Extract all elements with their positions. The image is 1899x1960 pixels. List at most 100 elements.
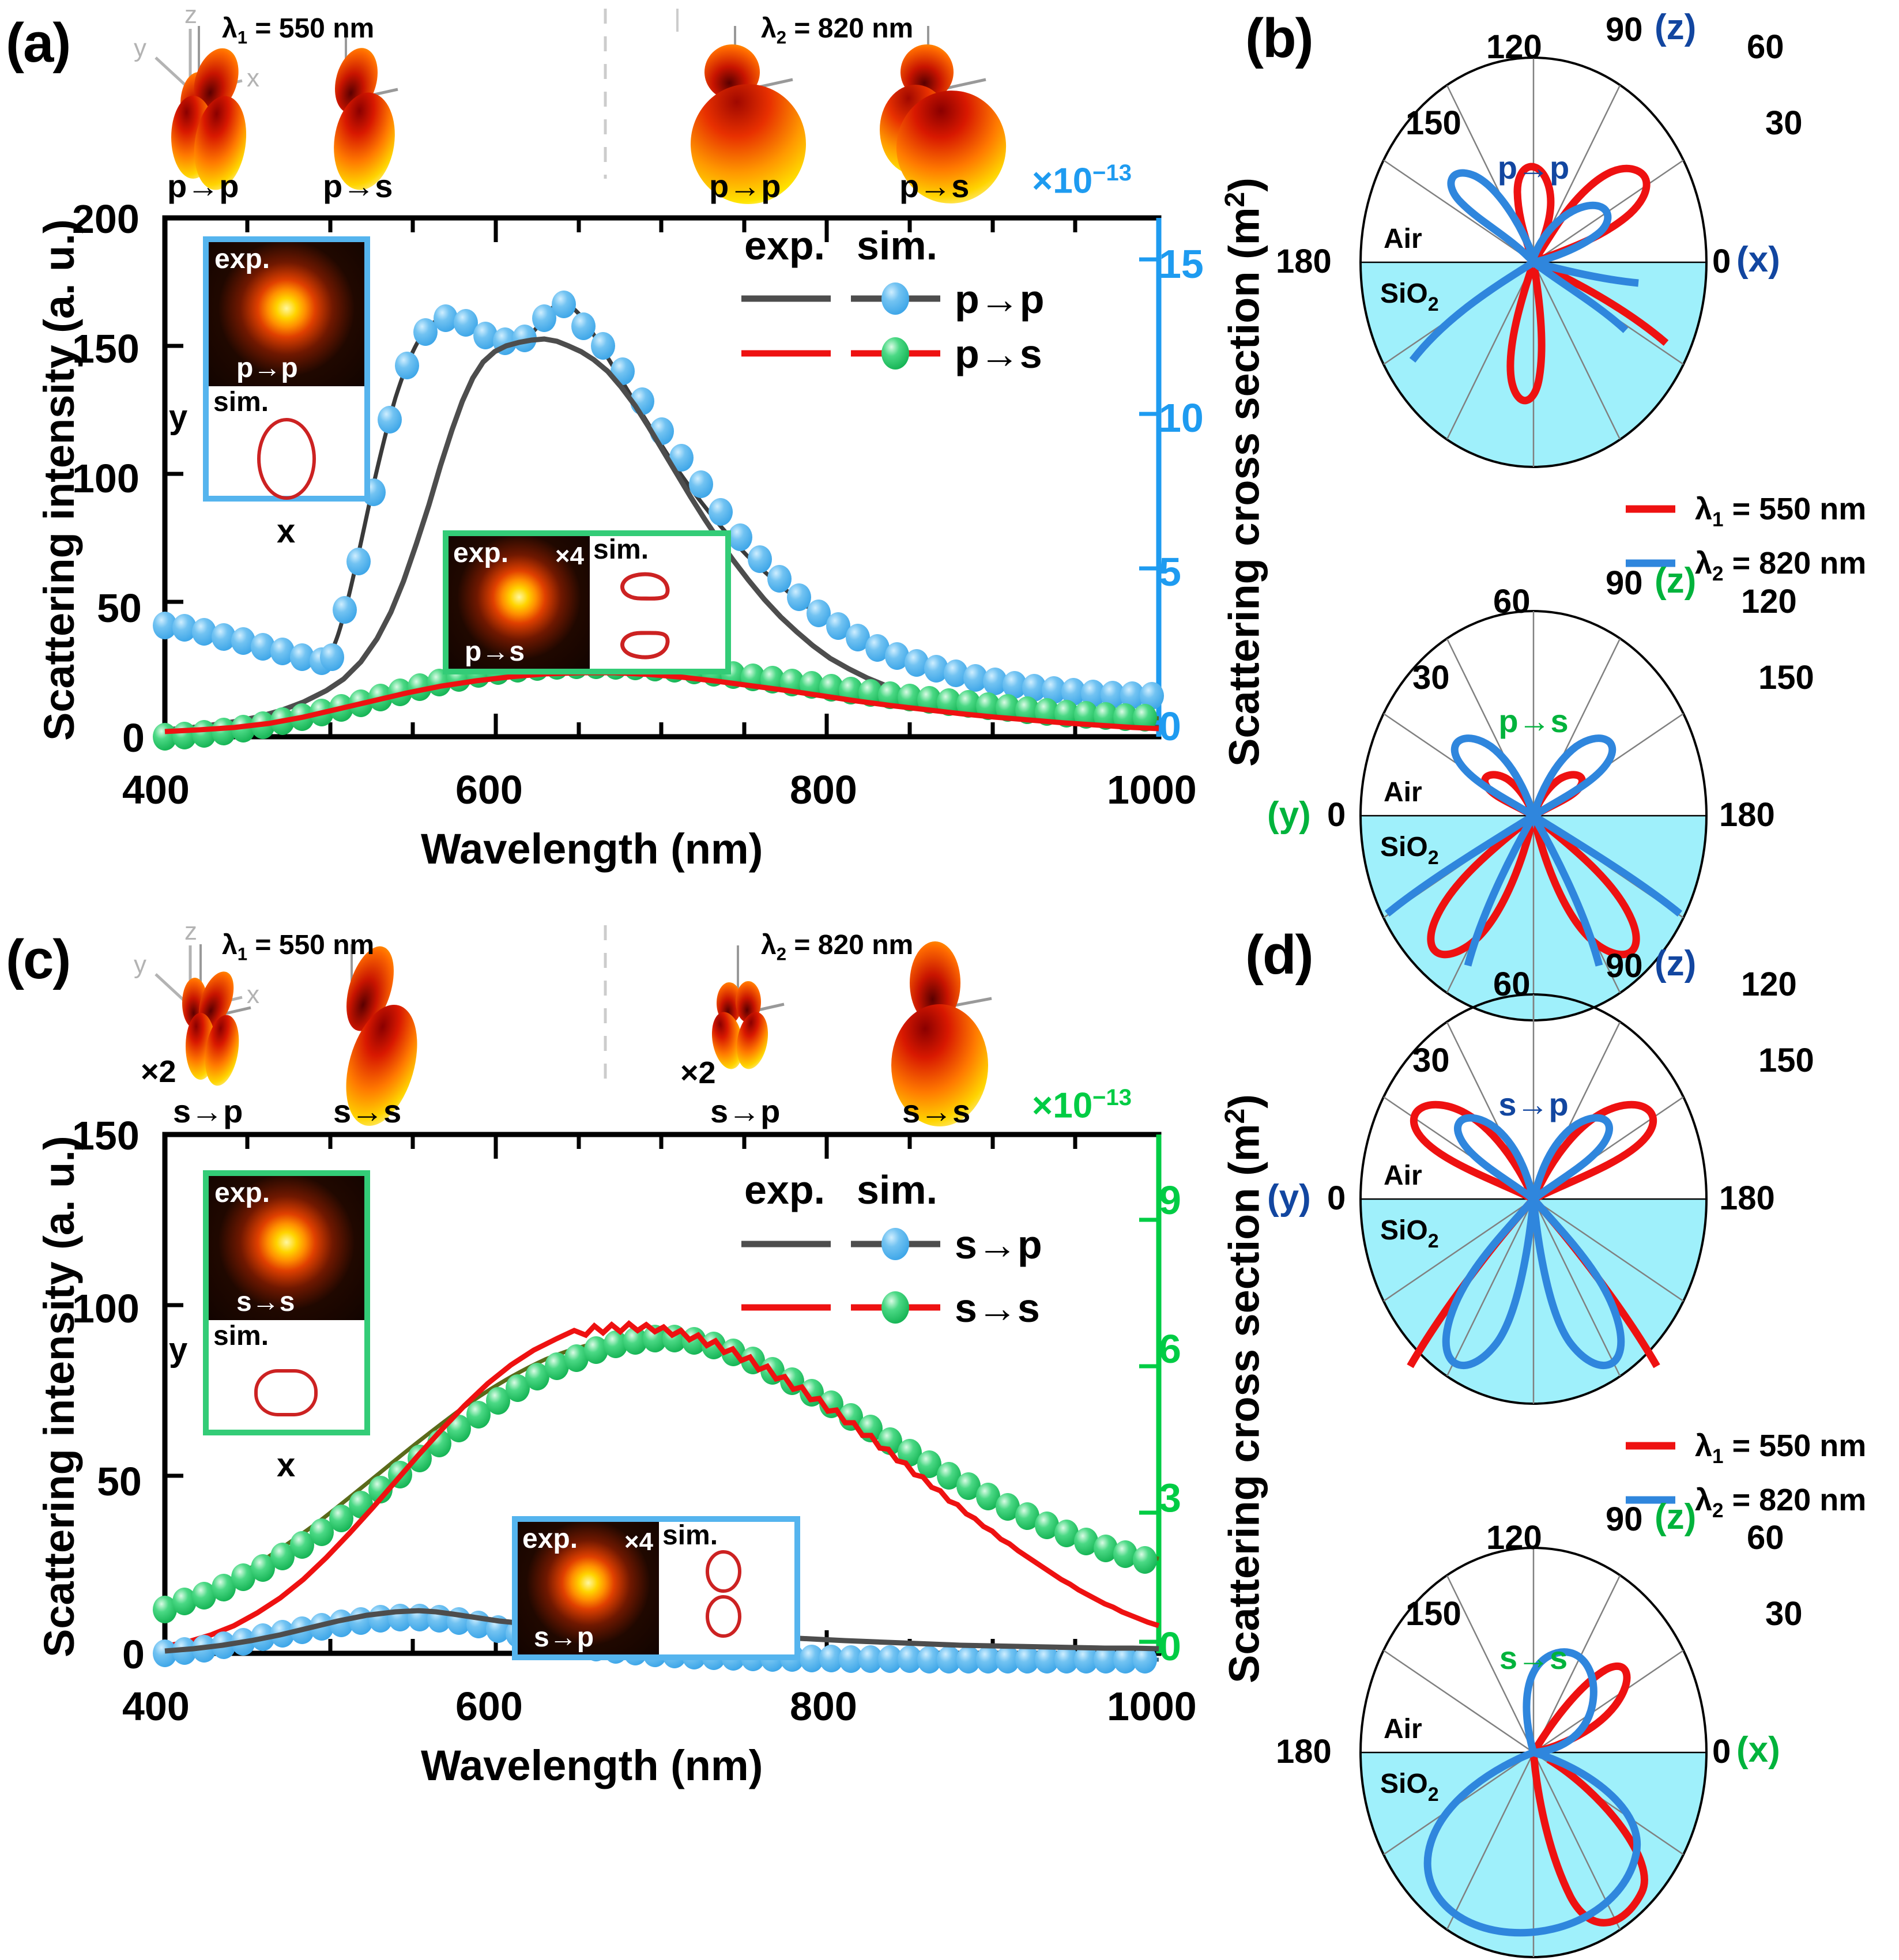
polar-b-top-air: Air xyxy=(1384,224,1422,254)
inset-sp-c-sim: sim. xyxy=(659,1520,794,1654)
inset-sp-c-multiplier: ×4 xyxy=(624,1528,653,1556)
polar-b-bottom-angle-60: 60 xyxy=(1493,583,1531,620)
ytick2-a-10: 10 xyxy=(1159,395,1204,440)
inset-sp-c-channel: s→p xyxy=(534,1622,594,1653)
radiation-pattern-c2 xyxy=(346,944,417,1126)
polar-b-bottom-angle-180: 180 xyxy=(1719,796,1775,834)
polar-b-bottom-angle-150: 150 xyxy=(1758,659,1814,696)
inset-pp-a-sim: sim. xyxy=(209,386,364,500)
ytick2-a-15: 15 xyxy=(1159,242,1204,287)
polar-b-bottom-angle-0: 0 xyxy=(1327,796,1346,834)
polar-b-bottom-air: Air xyxy=(1384,777,1422,808)
polar-b-top-angle-60: 60 xyxy=(1747,28,1784,66)
polar-b-bottom: p→s Air SiO2 xyxy=(1359,610,1708,1022)
polar-curve-b-top-820 xyxy=(1409,169,1639,363)
legend-d-label-550: λ1 = 550 nm xyxy=(1695,1428,1867,1468)
legend-c: exp. sim. s→p s→s xyxy=(741,1167,1042,1330)
axis-z-label-c: z xyxy=(184,917,197,945)
axis-x-label: x xyxy=(247,64,259,92)
radiation-pattern-c1 xyxy=(182,944,251,1086)
legend-a-row1-sim-marker xyxy=(881,282,909,315)
polar-d-top-axis-y: (y) xyxy=(1267,1178,1311,1218)
inset-ps-a-sim: sim. xyxy=(590,534,725,669)
polar-d-bottom-angle-120: 120 xyxy=(1486,1519,1542,1556)
panel-c: (c) z y x xyxy=(0,917,1268,1816)
polar-b-bottom-angle-90: 90 xyxy=(1606,564,1643,602)
ytick-a-0: 0 xyxy=(122,715,145,760)
polar-b-top-angle-0: 0 xyxy=(1712,243,1731,280)
polar-d-bottom-angle-90: 90 xyxy=(1606,1501,1643,1538)
inset-ss-c-axis-x: x xyxy=(277,1446,296,1484)
inset-ps-a-exp-label: exp. xyxy=(453,538,509,568)
ytick2-c-9: 9 xyxy=(1159,1178,1181,1223)
legend-c-col1: exp. xyxy=(744,1167,825,1212)
lambda2-label-c: λ2 = 820 nm xyxy=(761,930,914,964)
polar-d-top-angle-90: 90 xyxy=(1606,947,1643,985)
radiation-pattern-4 xyxy=(880,26,1007,203)
inset-pp-a-sim-shape xyxy=(257,418,316,500)
inset-pp-a-axis-x: x xyxy=(277,512,296,550)
polar-d-bottom-air: Air xyxy=(1384,1714,1422,1744)
xtick-a-600: 600 xyxy=(455,767,523,812)
legend-b xyxy=(1626,505,1675,567)
polar-curve-b-bottom-820 xyxy=(1384,734,1683,967)
legend-a-row2-sim-marker xyxy=(881,337,909,370)
legend-d xyxy=(1626,1442,1675,1504)
inset-sp-c-exp-image: exp. ×4 s→p xyxy=(518,1522,659,1654)
pattern-label-c-4: s→s xyxy=(902,1093,971,1129)
curve-exp-ps-a xyxy=(164,670,1159,734)
legend-c-row2-label: s→s xyxy=(955,1286,1040,1330)
inset-ps-a-channel: p→s xyxy=(465,636,525,667)
polar-b-top-angle-30: 30 xyxy=(1765,104,1803,142)
legend-a-col1: exp. xyxy=(744,223,825,268)
polar-b-top: p→p Air SiO2 xyxy=(1359,56,1708,468)
exponent-mantissa-c: ×10 xyxy=(1032,1085,1093,1126)
legend-b-label-550: λ1 = 550 nm xyxy=(1695,492,1867,531)
yticks-a xyxy=(165,344,183,604)
polar-d-bottom-title: s→s xyxy=(1499,1639,1568,1676)
legend-b-label-820: λ2 = 820 nm xyxy=(1695,546,1867,585)
axis-y-label-c: y xyxy=(134,951,146,979)
inset-pp-a-exp-image: exp. p→p xyxy=(209,242,364,386)
ytick-c-150: 150 xyxy=(72,1113,140,1158)
polar-b-bottom-axis-y: (y) xyxy=(1267,795,1311,835)
yticks-right-a xyxy=(1139,257,1159,725)
polar-d-bottom-angle-0: 0 xyxy=(1712,1733,1731,1770)
polar-b-top-angle-180: 180 xyxy=(1276,243,1332,280)
panel-d-label: (d) xyxy=(1245,924,1314,986)
inset-ss-c-channel: s→s xyxy=(236,1287,295,1317)
inset-pp-a-exp-label: exp. xyxy=(214,244,270,274)
inset-ss-c-sim-label: sim. xyxy=(213,1321,269,1351)
lambda1-label-c: λ1 = 550 nm xyxy=(222,930,375,964)
ytick-c-100: 100 xyxy=(72,1286,140,1331)
axis-x-label-c: x xyxy=(247,981,259,1009)
pattern-label-a-2: p→s xyxy=(323,168,393,204)
panel-a-label: (a) xyxy=(6,12,71,74)
ytick2-a-0: 0 xyxy=(1159,704,1181,749)
legend-c-row2-sim-marker xyxy=(881,1291,909,1324)
ytick-a-200: 200 xyxy=(72,197,140,242)
plot-a: exp. sim. p→p p→s xyxy=(153,215,1164,751)
exponent-mantissa-a: ×10 xyxy=(1032,161,1093,201)
inset-sp-c-sim-shape xyxy=(706,1550,741,1638)
polar-b-top-angle-90: 90 xyxy=(1606,11,1643,48)
pattern-label-c-1: s→p xyxy=(173,1093,243,1129)
polar-d-top-angle-150: 150 xyxy=(1758,1042,1814,1079)
inset-ss-c: exp. s→s sim. xyxy=(203,1170,370,1435)
xlabel-a: Wavelength (nm) xyxy=(421,825,763,873)
polar-d-bottom-axis-z: (z) xyxy=(1655,1497,1697,1537)
inset-pp-a: exp. p→p sim. xyxy=(203,236,370,502)
legend-c-col2: sim. xyxy=(857,1167,937,1212)
ytick-a-150: 150 xyxy=(72,326,140,371)
inset-ps-a-exp-image: exp. ×4 p→s xyxy=(449,536,590,669)
polar-b-bottom-title: p→s xyxy=(1498,703,1568,739)
exponent-label-a: ×10−13 xyxy=(1032,160,1132,202)
panel-c-label: (c) xyxy=(6,929,71,990)
pattern-mult-c-2: ×2 xyxy=(680,1056,716,1090)
polar-curve-d-top-820 xyxy=(1442,1114,1625,1369)
polar-d-bottom-angle-30: 30 xyxy=(1765,1595,1803,1633)
panel-b-label: (b) xyxy=(1245,7,1314,69)
ytick-c-0: 0 xyxy=(122,1632,145,1677)
lambda1-label-a: λ1 = 550 nm xyxy=(222,13,375,48)
polar-d-top-angle-60: 60 xyxy=(1493,966,1531,1003)
